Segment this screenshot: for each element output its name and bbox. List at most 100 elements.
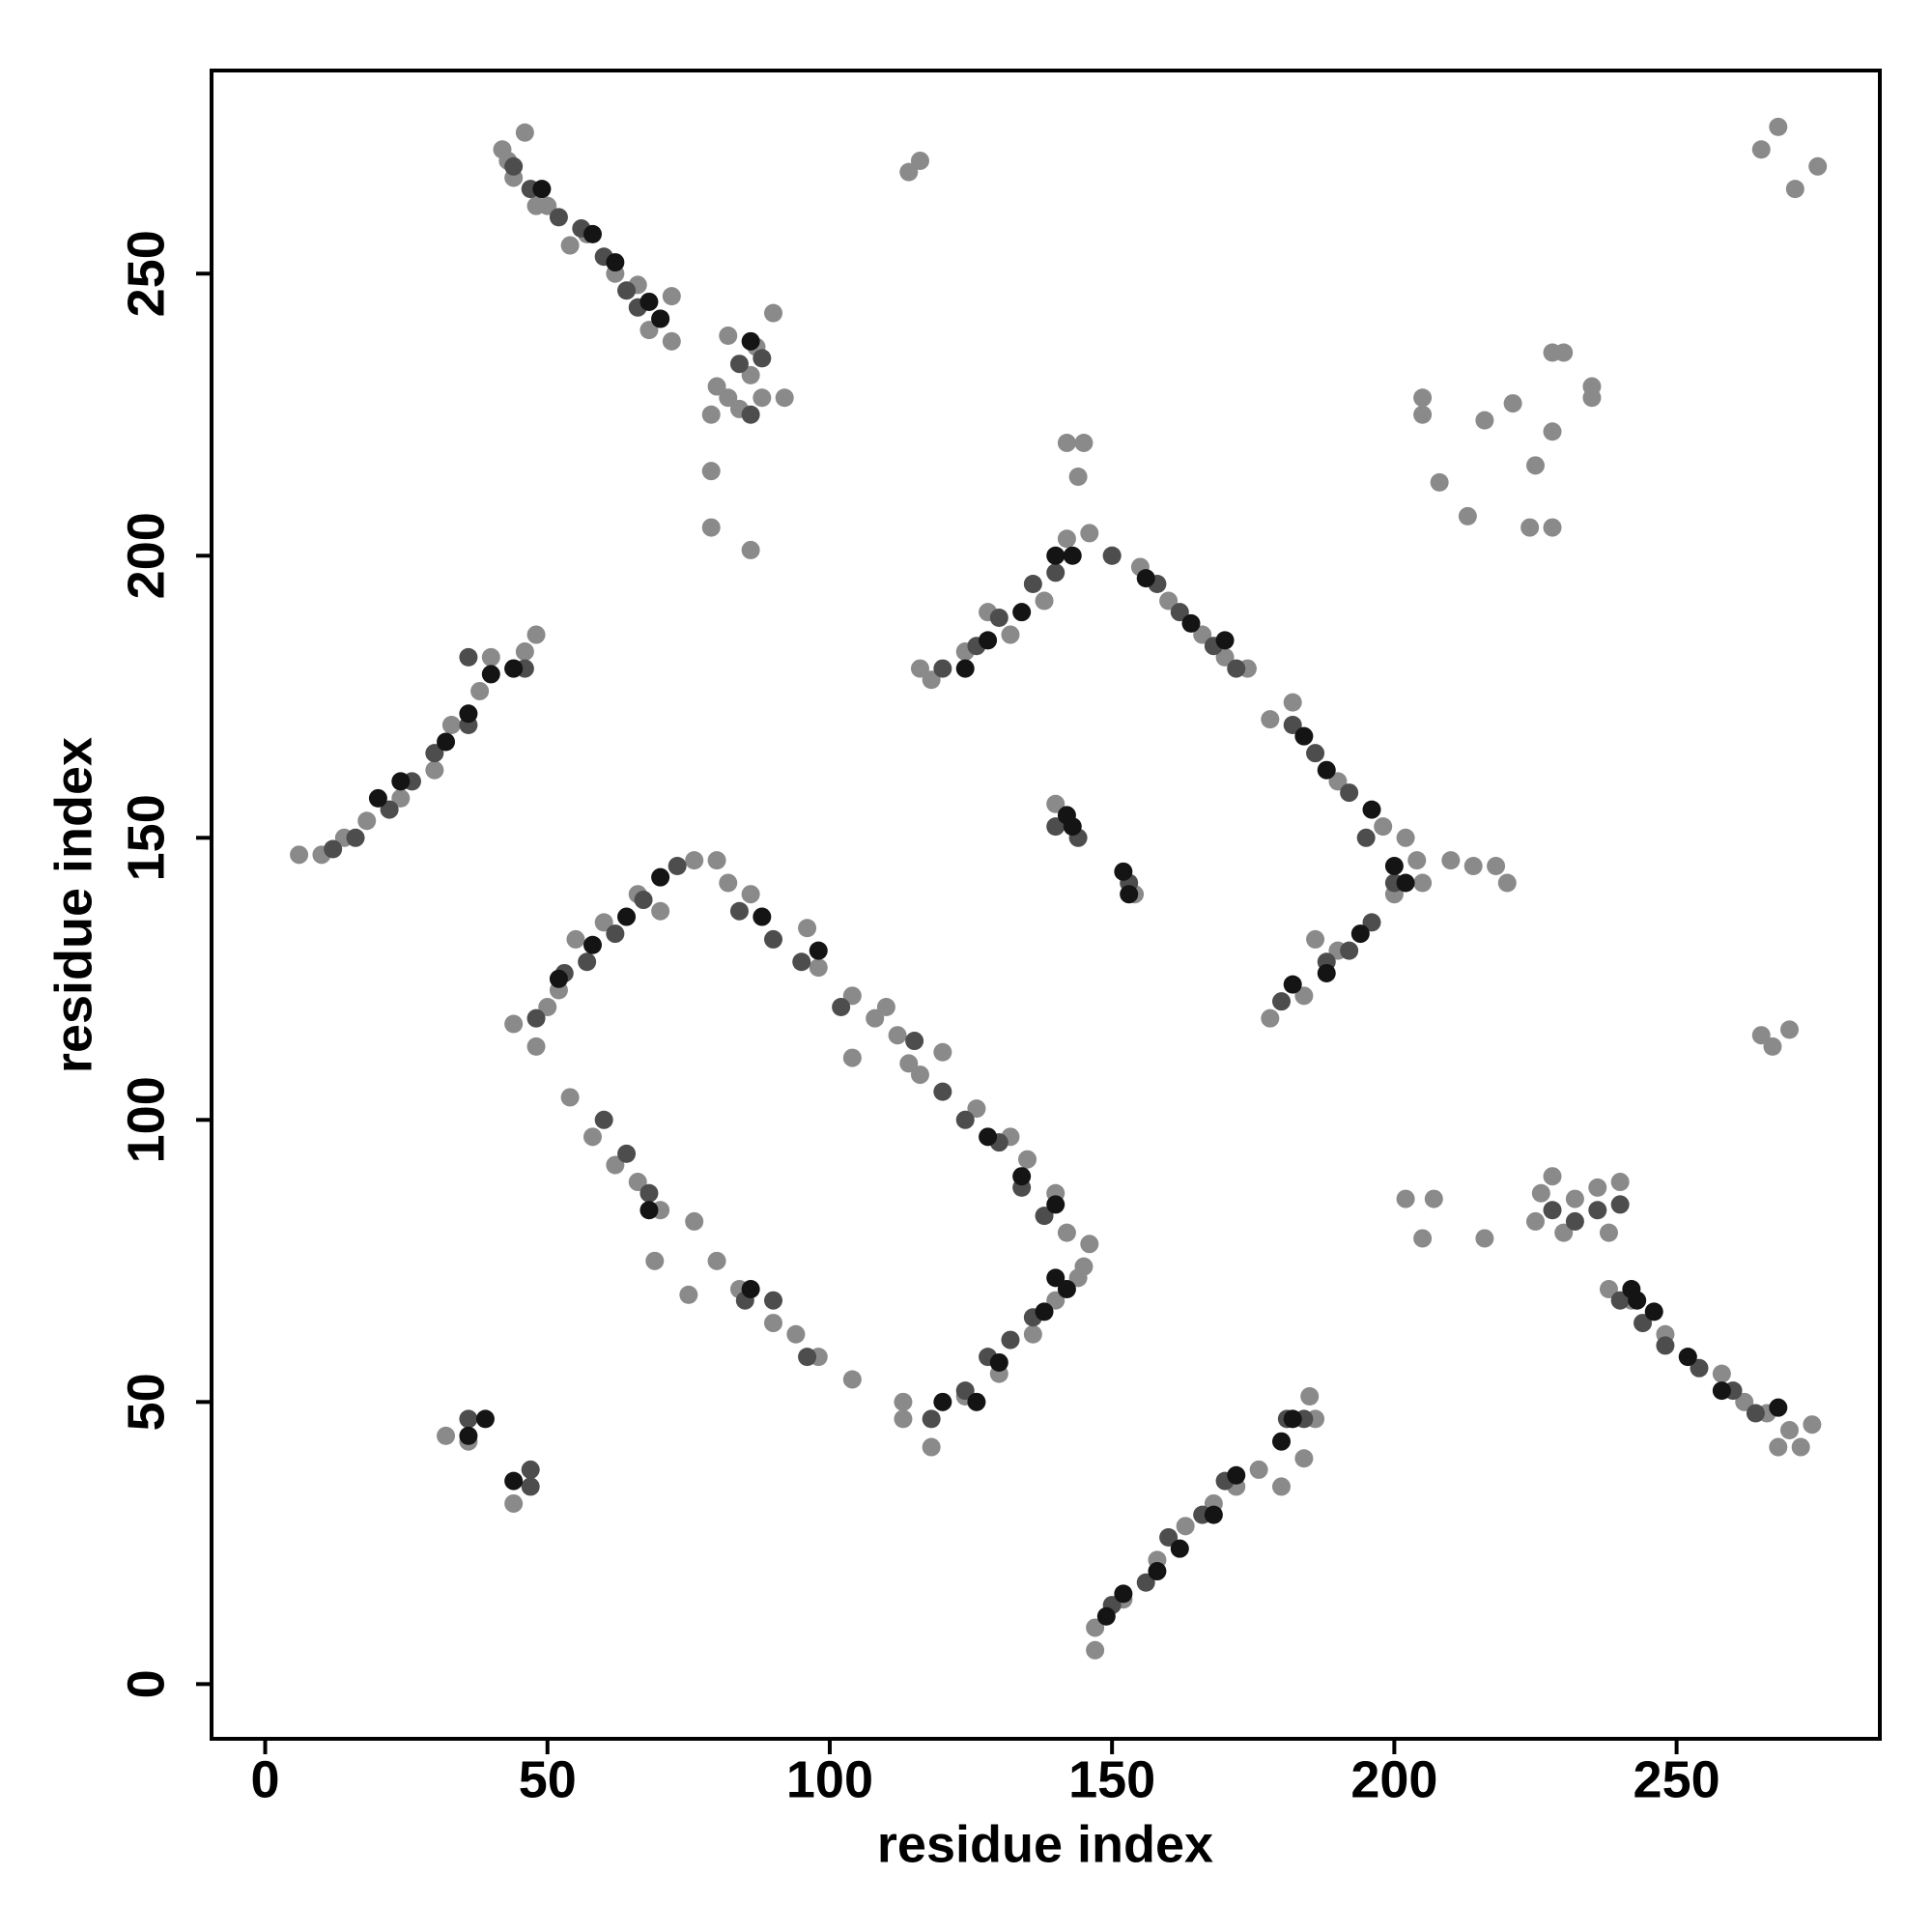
point [391, 788, 411, 808]
point [798, 919, 817, 938]
point [515, 642, 534, 662]
point [989, 1352, 1009, 1372]
point [955, 1110, 975, 1129]
point [662, 331, 681, 351]
point [1413, 405, 1433, 424]
point [1102, 546, 1122, 565]
point [1046, 817, 1065, 837]
point [888, 1026, 907, 1045]
point [910, 1065, 929, 1085]
point [651, 309, 670, 328]
point [719, 388, 738, 408]
point [729, 901, 749, 921]
point [1424, 1189, 1443, 1208]
point [899, 162, 919, 182]
point [1458, 506, 1477, 526]
point [606, 253, 625, 272]
point [1023, 574, 1042, 593]
point [459, 647, 478, 667]
x-tick-label: 0 [250, 1750, 279, 1808]
point [1080, 1235, 1099, 1254]
point [842, 1370, 862, 1389]
y-tick-label: 200 [117, 512, 175, 599]
point [764, 929, 783, 949]
point [1340, 941, 1359, 960]
point [979, 631, 998, 650]
point [741, 540, 760, 559]
y-tick-label: 100 [117, 1076, 175, 1163]
point [786, 1324, 806, 1344]
point [1012, 603, 1032, 622]
point [707, 377, 726, 396]
point [1193, 625, 1212, 644]
point [639, 1201, 659, 1220]
point [967, 1099, 986, 1119]
point [425, 744, 444, 763]
point [628, 1173, 647, 1192]
point [1328, 772, 1348, 791]
point [526, 625, 546, 644]
y-tick-label: 50 [117, 1373, 175, 1431]
point [1272, 1477, 1292, 1496]
point [1068, 468, 1088, 487]
point [1272, 1432, 1292, 1451]
point [933, 1042, 952, 1062]
point [1554, 1223, 1574, 1242]
point [645, 1251, 665, 1270]
point [1001, 625, 1020, 644]
point [617, 281, 637, 300]
point [955, 1381, 975, 1401]
point [1779, 1020, 1799, 1039]
point [380, 800, 399, 819]
point [1300, 1386, 1320, 1406]
point [1751, 140, 1771, 159]
point [1018, 1150, 1037, 1169]
point [719, 326, 738, 345]
point [1114, 862, 1133, 881]
point [1057, 529, 1076, 549]
point [876, 998, 895, 1017]
point [798, 1348, 817, 1367]
point [685, 1211, 704, 1231]
point [1306, 744, 1325, 763]
point [1407, 851, 1427, 870]
point [764, 303, 783, 323]
point [910, 659, 929, 678]
point [1046, 546, 1065, 565]
point [1599, 1223, 1618, 1242]
point [1441, 851, 1461, 870]
point [594, 913, 613, 932]
point [1249, 1460, 1268, 1479]
point [701, 405, 721, 424]
point [324, 839, 343, 859]
point [1046, 1195, 1065, 1214]
point [1791, 1437, 1810, 1457]
point [1114, 1584, 1133, 1604]
point [1678, 1348, 1697, 1367]
point [1785, 180, 1804, 199]
point [1317, 760, 1336, 780]
y-tick-label: 250 [117, 230, 175, 317]
point [521, 1460, 540, 1479]
point [634, 891, 653, 910]
point [1430, 472, 1449, 492]
point [504, 1493, 524, 1513]
point [1176, 1517, 1195, 1536]
point [1520, 518, 1540, 537]
point [357, 811, 377, 831]
point [955, 659, 975, 678]
point [1057, 1223, 1076, 1242]
point [1317, 963, 1336, 982]
point [1068, 1268, 1088, 1288]
point [1294, 1449, 1314, 1468]
point [764, 1291, 783, 1310]
point [1554, 343, 1574, 362]
point [1610, 1195, 1630, 1214]
point [549, 969, 568, 988]
point [1634, 1314, 1653, 1333]
point [639, 1183, 659, 1203]
point [346, 828, 365, 847]
point [504, 156, 524, 176]
point [606, 1155, 625, 1175]
point [391, 772, 411, 791]
